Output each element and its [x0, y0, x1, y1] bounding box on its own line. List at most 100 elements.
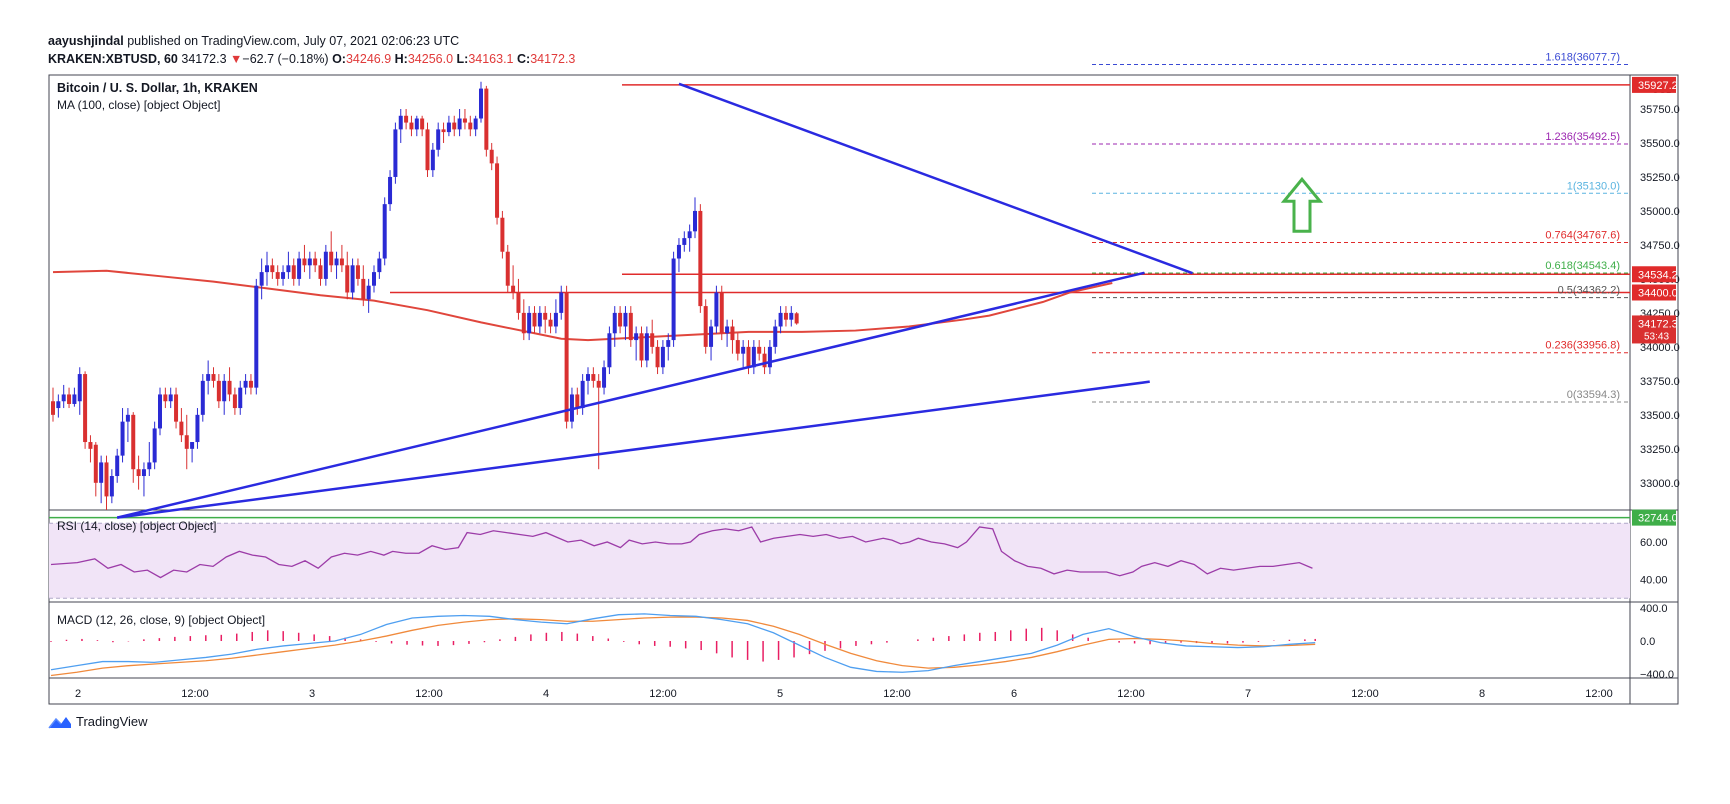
candle-body — [254, 285, 259, 388]
published-text: published on TradingView.com, July 07, 2… — [127, 34, 460, 48]
candle-body — [232, 394, 237, 409]
change-arrow-icon: ▼ — [230, 52, 243, 66]
candle-body — [104, 462, 109, 497]
candle-body — [361, 278, 366, 300]
candle-body — [516, 292, 521, 313]
candle-body — [355, 265, 360, 279]
candle-body — [147, 462, 152, 470]
candle-body — [372, 272, 376, 286]
x-tick-label: 5 — [777, 688, 783, 700]
candle-body — [789, 312, 794, 320]
candle-body — [650, 333, 655, 347]
candle-body — [484, 88, 489, 150]
candle-body — [500, 217, 505, 252]
x-tick-label: 12:00 — [1585, 688, 1613, 700]
rsi-tick-label: 60.00 — [1640, 537, 1668, 549]
indicator-label: MA (100, close) [object Object] — [57, 98, 220, 112]
fib-label: 0(33594.3) — [1567, 389, 1620, 401]
price-tag — [1632, 76, 1676, 93]
candle-body — [543, 312, 548, 320]
candle-body — [511, 285, 516, 293]
fib-label: 0.618(34543.4) — [1545, 260, 1620, 272]
candle-body — [120, 421, 125, 456]
current-price-tag — [1632, 315, 1676, 344]
candle-body — [141, 469, 146, 477]
candle-body — [682, 238, 687, 245]
candle-body — [719, 292, 724, 334]
candle-body — [730, 326, 735, 341]
candle-body — [72, 394, 77, 404]
candle-body — [505, 251, 510, 286]
candle-body — [634, 333, 639, 341]
price-tag-label: 34534.2 — [1638, 269, 1678, 281]
rsi-title: RSI (14, close) [object Object] — [57, 519, 216, 533]
candle-body — [393, 129, 398, 177]
candle-body — [339, 258, 344, 266]
current-price-label: 34172.3 — [1638, 318, 1678, 330]
candle-body — [725, 326, 730, 334]
candle-body — [575, 394, 580, 409]
last-price: 34172.3 — [181, 52, 227, 66]
tradingview-logo[interactable]: TradingView — [48, 714, 148, 729]
candle-body — [409, 122, 414, 130]
x-tick-label: 3 — [309, 688, 315, 700]
y-tick-label: 34000.0 — [1640, 342, 1680, 354]
candle-body — [115, 455, 120, 477]
candle-body — [441, 129, 446, 133]
symbol-line: KRAKEN:XBTUSD, 60 34172.3 ▼−62.7 (−0.18%… — [48, 52, 575, 66]
y-tick-label: 35500.0 — [1640, 138, 1680, 150]
candle-body — [152, 428, 157, 463]
tradingview-label: TradingView — [76, 714, 148, 729]
candle-body — [329, 251, 334, 266]
candle-body — [77, 374, 82, 402]
y-tick-label: 33750.0 — [1640, 376, 1680, 388]
candle-body — [430, 149, 435, 171]
up-arrow-icon — [1280, 176, 1324, 233]
candle-body — [623, 312, 628, 327]
candle-body — [216, 380, 221, 402]
candle-body — [425, 129, 430, 171]
macd-signal-line — [50, 616, 1316, 677]
candle-body — [687, 231, 692, 239]
fib-label: 0.236(33956.8) — [1545, 340, 1620, 352]
candle-body — [596, 380, 601, 388]
candle-body — [281, 272, 286, 279]
candle-body — [377, 258, 382, 273]
y-tick-label: 33250.0 — [1640, 444, 1680, 456]
candle-body — [313, 258, 318, 266]
y-tick-label: 35250.0 — [1640, 172, 1680, 184]
candle-body — [468, 122, 473, 130]
candle-body — [607, 333, 612, 368]
fib-label: 0.764(34767.6) — [1545, 230, 1620, 242]
rsi-line — [50, 526, 1313, 579]
x-tick-label: 12:00 — [1117, 688, 1145, 700]
candle-body — [388, 176, 393, 205]
candle-body — [473, 118, 478, 130]
candle-body — [420, 118, 425, 130]
x-tick-label: 12:00 — [181, 688, 209, 700]
candle-body — [580, 380, 585, 409]
y-tick-label: 35000.0 — [1640, 206, 1680, 218]
candle-body — [762, 353, 767, 368]
candle-body — [259, 272, 264, 286]
chart-frame — [48, 74, 1679, 705]
candle-body — [286, 265, 291, 273]
candle-body — [618, 312, 623, 327]
candle-body — [751, 346, 756, 368]
price-tag-label: 35927.2 — [1638, 80, 1678, 92]
candle-body — [462, 118, 467, 123]
candle-body — [778, 312, 783, 327]
x-tick-label: 12:00 — [649, 688, 677, 700]
candle-body — [676, 244, 681, 259]
symbol-label: KRAKEN:XBTUSD, 60 — [48, 52, 178, 66]
candle-body — [302, 258, 307, 266]
candle-body — [532, 312, 537, 327]
candle-body — [227, 380, 232, 395]
candle-body — [307, 258, 312, 266]
fib-label: 0.5(34362.2) — [1558, 285, 1620, 297]
author-name: aayushjindal — [48, 34, 124, 48]
candle-body — [591, 374, 596, 381]
candle-body — [612, 312, 617, 334]
candle-body — [211, 374, 216, 381]
